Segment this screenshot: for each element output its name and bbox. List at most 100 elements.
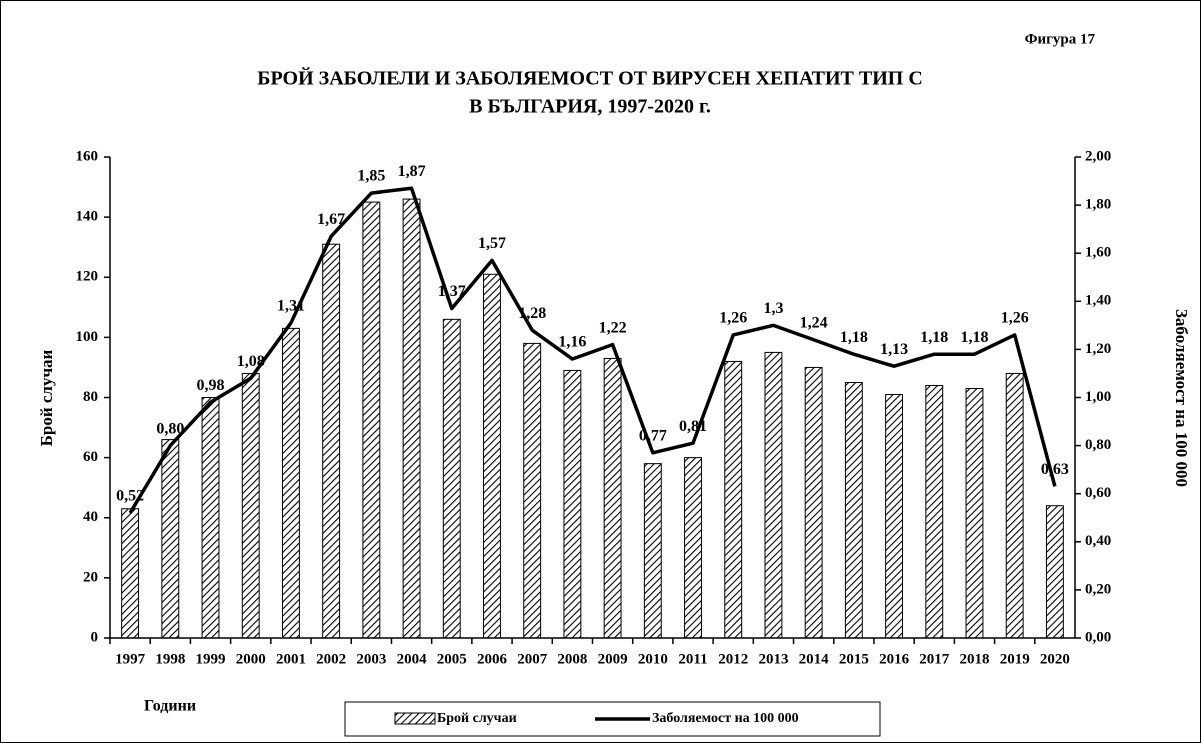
x-tick-label: 2019 (1000, 651, 1030, 667)
bar (442, 318, 461, 639)
x-tick-label: 2018 (959, 651, 989, 667)
y2-tick-label: 1,60 (1085, 245, 1111, 261)
x-tick-label: 2020 (1040, 651, 1070, 667)
x-tick-label: 2006 (477, 651, 508, 667)
x-tick-label: 1997 (115, 651, 146, 667)
bar (804, 366, 823, 639)
y2-tick-label: 1,80 (1085, 197, 1111, 213)
y2-axis-label: Заболяемост на 100 000 (1172, 309, 1191, 487)
x-tick-label: 2013 (758, 651, 788, 667)
bar (523, 342, 542, 639)
y-tick-label: 160 (76, 148, 99, 164)
bar (603, 357, 622, 639)
data-label: 1,31 (277, 298, 305, 315)
bar (201, 397, 220, 639)
data-label: 1,18 (840, 329, 868, 346)
bar (965, 387, 984, 639)
data-label: 1,22 (599, 319, 627, 336)
x-tick-label: 2014 (799, 651, 830, 667)
y-tick-label: 140 (76, 209, 99, 225)
x-tick-label: 2003 (356, 651, 386, 667)
y2-tick-label: 0,40 (1085, 533, 1111, 549)
bar (1045, 505, 1064, 639)
bar (161, 439, 180, 639)
data-label: 1,26 (1001, 310, 1029, 327)
bar (764, 351, 783, 639)
data-label: 1,37 (438, 283, 466, 300)
x-tick-label: 1998 (155, 651, 185, 667)
x-tick-label: 2016 (879, 651, 910, 667)
data-label: 1,26 (719, 310, 747, 327)
y2-tick-label: 0,80 (1085, 437, 1111, 453)
x-tick-label: 2005 (437, 651, 467, 667)
data-label: 1,67 (317, 211, 345, 228)
y-tick-label: 20 (83, 569, 98, 585)
bar (684, 457, 702, 639)
data-label: 0,80 (156, 420, 184, 437)
data-label: 1,85 (357, 168, 385, 185)
bar (643, 463, 662, 639)
data-label: 1,16 (558, 334, 586, 351)
y2-tick-label: 0,00 (1085, 629, 1111, 645)
x-tick-label: 2010 (638, 651, 668, 667)
bar (121, 508, 140, 639)
y-tick-label: 100 (76, 329, 99, 345)
y-tick-label: 80 (83, 389, 98, 405)
bar (322, 243, 341, 639)
x-tick-label: 2011 (678, 651, 707, 667)
y2-tick-label: 0,20 (1085, 581, 1111, 597)
x-tick-label: 2012 (718, 651, 748, 667)
annotation: Фигура 17 (1025, 31, 1096, 47)
data-label: 1,28 (518, 305, 546, 322)
x-tick-label: 2001 (276, 651, 306, 667)
x-tick-label: 2009 (598, 651, 628, 667)
data-label: 1,57 (478, 235, 506, 252)
data-label: 0,52 (116, 488, 144, 505)
y-axis-label: Брой случаи (37, 349, 56, 446)
line (128, 186, 1057, 514)
y2-tick-label: 0,60 (1085, 485, 1111, 501)
y-tick-label: 0 (91, 629, 99, 645)
y-tick-label: 60 (83, 449, 98, 465)
y-tick-label: 40 (83, 509, 98, 525)
chart-title: В БЪЛГАРИЯ, 1997-2020 г. (469, 96, 711, 118)
x-tick-label: 2004 (397, 651, 428, 667)
bar (362, 201, 381, 639)
x-tick-label: 2000 (236, 651, 266, 667)
data-label: 0,81 (679, 418, 707, 435)
data-label: 1,18 (960, 329, 988, 346)
y2-tick-label: 1,40 (1085, 293, 1111, 309)
bar (402, 198, 421, 639)
bar (483, 273, 501, 639)
data-label: 1,13 (880, 341, 908, 358)
x-tick-label: 2017 (919, 651, 950, 667)
bar (885, 393, 904, 639)
data-label: 1,87 (398, 163, 426, 180)
y-tick-label: 120 (76, 269, 99, 285)
bar (724, 360, 743, 639)
data-label: 1,08 (237, 353, 265, 370)
bar (563, 369, 582, 639)
x-tick-label: 2002 (316, 651, 346, 667)
x-axis-label: Години (144, 698, 196, 715)
legend-swatch (394, 712, 436, 725)
legend-label: Брой случаи (437, 711, 517, 726)
data-label: 1,18 (920, 329, 948, 346)
legend-label: Заболяемост на 100 000 (652, 711, 799, 726)
bar (1005, 372, 1024, 639)
x-tick-label: 2008 (557, 651, 587, 667)
data-label: 1,3 (763, 300, 783, 317)
y2-tick-label: 2,00 (1085, 148, 1111, 164)
y2-tick-label: 1,20 (1085, 341, 1111, 357)
data-label: 1,24 (800, 314, 828, 331)
y2-tick-label: 1,00 (1085, 389, 1111, 405)
data-label: 0,77 (639, 427, 667, 444)
bar (241, 372, 260, 639)
data-label: 0,98 (197, 377, 225, 394)
data-label: 0,63 (1041, 461, 1069, 478)
bar (844, 381, 863, 639)
x-tick-label: 2007 (517, 651, 548, 667)
chart-title: БРОЙ ЗАБОЛЕЛИ И ЗАБОЛЯЕМОСТ ОТ ВИРУСЕН Х… (257, 67, 923, 90)
